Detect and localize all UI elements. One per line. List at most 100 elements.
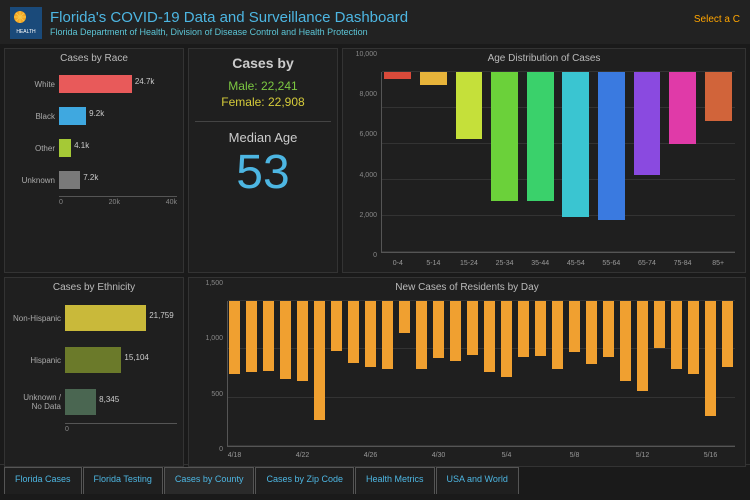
bar-column[interactable]: [652, 301, 667, 447]
bar-fill: [348, 301, 359, 363]
select-county-link[interactable]: Select a C: [694, 14, 740, 25]
bar-fill: [484, 301, 495, 372]
bar-column[interactable]: 4/18: [227, 301, 242, 447]
bar-fill: [297, 301, 308, 381]
dashboard-header: HEALTH Florida's COVID-19 Data and Surve…: [0, 0, 750, 44]
chart-bars: 4/18 4/22 4/26 4/30 5/4 5/8 5/12 5/16: [227, 301, 735, 447]
bar-column[interactable]: 0-4: [381, 72, 415, 253]
bar-column[interactable]: [414, 301, 429, 447]
bar-column[interactable]: 4/30: [431, 301, 446, 447]
bar-column[interactable]: [618, 301, 633, 447]
ethnicity-chart-area[interactable]: Non-Hispanic21,759Hispanic15,104Unknown …: [11, 297, 177, 447]
hbar-label: Hispanic: [11, 356, 65, 365]
hbar-row[interactable]: Unknown / No Data8,345: [11, 381, 177, 423]
bar-column[interactable]: 85+: [701, 72, 735, 253]
ethnicity-chart-panel: Cases by Ethnicity Non-Hispanic21,759His…: [4, 277, 184, 467]
ethnicity-chart-title: Cases by Ethnicity: [11, 282, 177, 293]
bar-fill: [518, 301, 529, 357]
bar-column[interactable]: [329, 301, 344, 447]
x-tick-label: 85+: [712, 260, 724, 267]
hbar-label: Non-Hispanic: [11, 314, 65, 323]
bar-column[interactable]: 5-14: [417, 72, 451, 253]
hbar-label: Unknown: [11, 176, 59, 185]
bar-fill: [365, 301, 376, 367]
hbar-row[interactable]: Other4.1k: [11, 132, 177, 164]
hbar-fill: [59, 107, 86, 125]
age-chart-area[interactable]: 02,0004,0006,0008,00010,0000-45-1415-242…: [349, 68, 739, 269]
x-tick-label: 35-44: [531, 260, 549, 267]
bar-column[interactable]: 5/12: [635, 301, 650, 447]
dashboard-grid: Cases by Race White24.7kBlack9.2kOther4.…: [0, 44, 750, 464]
bar-fill: [705, 72, 732, 121]
bar-column[interactable]: 5/4: [499, 301, 514, 447]
bar-fill: [450, 301, 461, 361]
bar-column[interactable]: [720, 301, 735, 447]
bar-fill: [456, 72, 483, 139]
bar-column[interactable]: [533, 301, 548, 447]
hbar-track: 21,759: [65, 305, 177, 331]
hbar-track: 15,104: [65, 347, 177, 373]
bar-column[interactable]: [346, 301, 361, 447]
y-tick-label: 0: [349, 252, 377, 259]
bar-column[interactable]: 25-34: [488, 72, 522, 253]
bar-column[interactable]: [601, 301, 616, 447]
bar-column[interactable]: [482, 301, 497, 447]
bar-column[interactable]: 55-64: [595, 72, 629, 253]
hbar-track: 4.1k: [59, 139, 177, 157]
bar-column[interactable]: [465, 301, 480, 447]
bar-column[interactable]: [397, 301, 412, 447]
x-tick-label: 4/18: [228, 452, 242, 459]
bar-column[interactable]: [686, 301, 701, 447]
stats-heading: Cases by: [195, 55, 331, 71]
hbar-row[interactable]: White24.7k: [11, 68, 177, 100]
bar-column[interactable]: [244, 301, 259, 447]
bar-column[interactable]: [278, 301, 293, 447]
race-chart-area[interactable]: White24.7kBlack9.2kOther4.1kUnknown7.2k0…: [11, 68, 177, 253]
bar-column[interactable]: [312, 301, 327, 447]
hbar-fill: [59, 75, 132, 93]
bar-column[interactable]: [669, 301, 684, 447]
bar-fill: [654, 301, 665, 348]
bar-fill: [491, 72, 518, 201]
x-tick-label: 5/16: [704, 452, 718, 459]
x-tick-label: 4/30: [432, 452, 446, 459]
bar-column[interactable]: 4/26: [363, 301, 378, 447]
bar-column[interactable]: [584, 301, 599, 447]
tab-florida-testing[interactable]: Florida Testing: [83, 467, 163, 494]
tab-health-metrics[interactable]: Health Metrics: [355, 467, 435, 494]
bar-column[interactable]: [448, 301, 463, 447]
hbar-row[interactable]: Unknown7.2k: [11, 164, 177, 196]
hbar-row[interactable]: Hispanic15,104: [11, 339, 177, 381]
bar-fill: [331, 301, 342, 351]
bar-column[interactable]: 4/22: [295, 301, 310, 447]
tab-cases-by-zip-code[interactable]: Cases by Zip Code: [255, 467, 354, 494]
bar-column[interactable]: [261, 301, 276, 447]
bar-fill: [263, 301, 274, 371]
bar-column[interactable]: 75-84: [666, 72, 700, 253]
tab-usa-and-world[interactable]: USA and World: [436, 467, 519, 494]
bar-column[interactable]: 65-74: [630, 72, 664, 253]
tab-cases-by-county[interactable]: Cases by County: [164, 467, 255, 494]
bar-fill: [535, 301, 546, 356]
bar-fill: [280, 301, 291, 379]
bar-column[interactable]: [516, 301, 531, 447]
hbar-track: 24.7k: [59, 75, 177, 93]
bar-column[interactable]: 5/8: [567, 301, 582, 447]
y-tick-label: 1,000: [195, 335, 223, 342]
bar-column[interactable]: 45-54: [559, 72, 593, 253]
bar-fill: [246, 301, 257, 372]
bar-fill: [688, 301, 699, 374]
hbar-row[interactable]: Black9.2k: [11, 100, 177, 132]
bar-column[interactable]: 5/16: [703, 301, 718, 447]
bar-column[interactable]: 15-24: [452, 72, 486, 253]
bar-column[interactable]: [550, 301, 565, 447]
bar-column[interactable]: 35-44: [523, 72, 557, 253]
hbar-value: 8,345: [99, 395, 119, 404]
hbar-row[interactable]: Non-Hispanic21,759: [11, 297, 177, 339]
bar-fill: [420, 72, 447, 85]
hbar-value: 24.7k: [135, 77, 155, 86]
tab-florida-cases[interactable]: Florida Cases: [4, 467, 82, 494]
bar-column[interactable]: [380, 301, 395, 447]
bar-fill: [384, 72, 411, 79]
daily-cases-area[interactable]: 05001,0001,5004/184/224/264/305/45/85/12…: [195, 297, 739, 463]
